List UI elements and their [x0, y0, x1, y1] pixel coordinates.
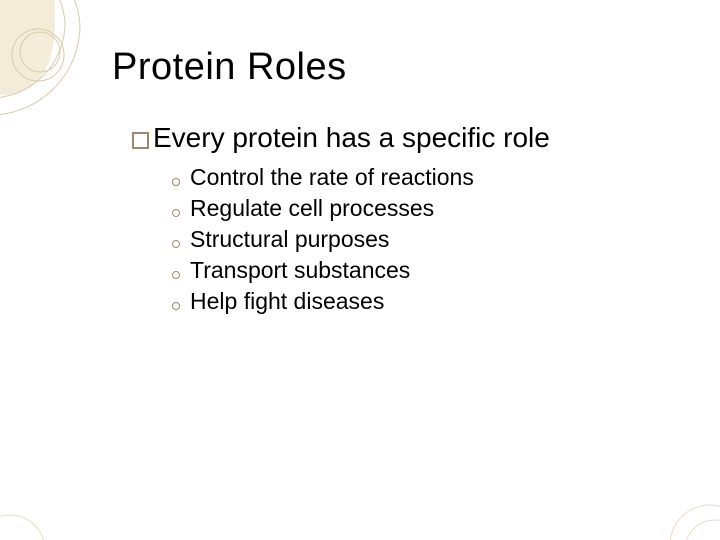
ring-bullet-icon	[172, 271, 180, 279]
sub-item-text: Structural purposes	[190, 224, 389, 255]
ring-bullet-icon	[172, 240, 180, 248]
square-bullet-icon	[132, 132, 149, 149]
main-bullet-line: Every protein has a specific role	[132, 122, 550, 154]
sub-item-text: Regulate cell processes	[190, 193, 434, 224]
list-item: Regulate cell processes	[172, 193, 474, 224]
ring-bullet-icon	[172, 302, 180, 310]
sub-bullet-list: Control the rate of reactions Regulate c…	[172, 162, 474, 317]
list-item: Control the rate of reactions	[172, 162, 474, 193]
bottom-right-decoration-icon	[640, 500, 720, 540]
list-item: Transport substances	[172, 255, 474, 286]
list-item: Help fight diseases	[172, 286, 474, 317]
ring-bullet-icon	[172, 178, 180, 186]
sub-item-text: Help fight diseases	[190, 286, 384, 317]
ring-bullet-icon	[172, 209, 180, 217]
sub-item-text: Control the rate of reactions	[190, 162, 474, 193]
slide: Protein Roles Every protein has a specif…	[0, 0, 720, 540]
slide-title: Protein Roles	[112, 46, 347, 89]
list-item: Structural purposes	[172, 224, 474, 255]
main-bullet-text: Every protein has a specific role	[153, 122, 550, 154]
bottom-left-decoration-icon	[0, 510, 80, 540]
corner-decoration-icon	[0, 0, 130, 130]
sub-item-text: Transport substances	[190, 255, 410, 286]
